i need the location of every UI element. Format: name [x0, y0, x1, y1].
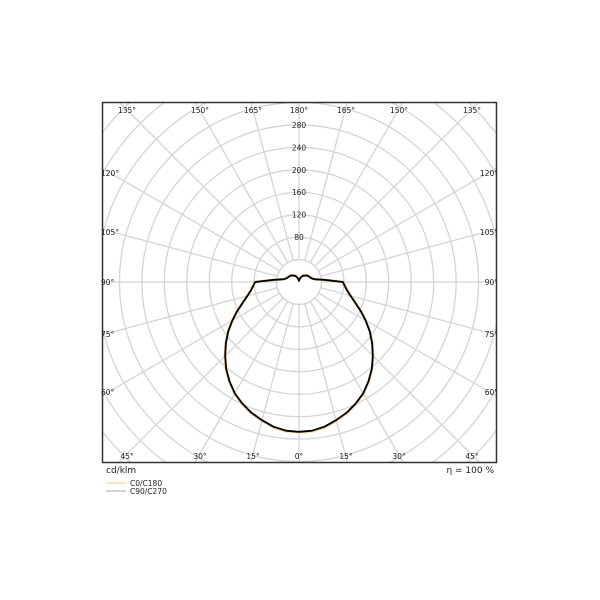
angle-label: 60° [101, 388, 115, 397]
angle-label: 30° [392, 452, 406, 461]
angle-labels: 135° 150° 165° 180° 165° 150° 135° 45° 30° 15° 0° 1… [101, 106, 498, 461]
angle-label: 45° [465, 452, 479, 461]
grid-spoke [250, 103, 294, 261]
grid-spoke [103, 292, 280, 396]
grid-spoke [103, 287, 278, 336]
grid-spoke [103, 168, 280, 272]
angle-label: 60° [485, 388, 499, 397]
angle-label: 45° [120, 452, 134, 461]
angle-label: 90° [485, 278, 499, 287]
angle-label: 15° [246, 452, 260, 461]
radial-tick-label: 80 [294, 233, 304, 242]
grid-spoke [309, 103, 403, 263]
grid-spoke [314, 297, 480, 462]
grid-spoke [320, 287, 496, 336]
angle-label: 120° [480, 169, 498, 178]
unit-label: cd/klm [106, 466, 136, 476]
angle-label: 90° [101, 278, 115, 287]
grid-spoke [318, 292, 496, 397]
radial-tick-labels: 80 120 160 200 240 280 [292, 121, 307, 242]
efficiency-label: η = 100 % [446, 466, 494, 476]
angle-label: 165° [244, 106, 262, 115]
angle-label: 135° [463, 106, 481, 115]
angle-label: 150° [390, 106, 408, 115]
grid-spoke [195, 103, 289, 263]
angle-label: 15° [339, 452, 353, 461]
radial-tick-label: 240 [292, 143, 307, 152]
grid-spoke [314, 103, 479, 267]
legend-label-c90-c270: C90/C270 [130, 487, 167, 496]
plot-frame [101, 101, 498, 464]
radial-tick-label: 200 [292, 166, 307, 175]
grid-spoke [304, 303, 348, 462]
angle-label: 105° [480, 228, 498, 237]
angle-label: 135° [118, 106, 136, 115]
angle-label: 165° [337, 106, 355, 115]
polar-grid [103, 103, 496, 462]
angle-label: 150° [191, 106, 209, 115]
grid-spoke [320, 228, 496, 277]
grid-spoke [309, 301, 404, 462]
angle-label: 120° [101, 169, 119, 178]
angle-label: 75° [101, 330, 115, 339]
legend: C0/C180 C90/C270 [106, 479, 167, 496]
radial-tick-label: 160 [292, 188, 307, 197]
curve-c90-c270 [224, 274, 374, 433]
grid-spoke [119, 103, 284, 267]
legend-label-c0-c180: C0/C180 [130, 479, 162, 488]
radial-tick-label: 280 [292, 121, 307, 130]
angle-label: 0° [295, 452, 304, 461]
grid-spoke [318, 167, 496, 272]
grid-spoke [250, 303, 294, 462]
grid-spoke [118, 297, 284, 462]
angle-label: 105° [101, 228, 119, 237]
grid-spoke [194, 301, 289, 462]
angle-label: 75° [485, 330, 499, 339]
grid-spoke [304, 103, 348, 261]
angle-label: 180° [290, 106, 308, 115]
grid-spoke [103, 228, 278, 277]
angle-label: 30° [193, 452, 207, 461]
curves [223, 273, 375, 434]
radial-tick-label: 120 [292, 211, 307, 220]
